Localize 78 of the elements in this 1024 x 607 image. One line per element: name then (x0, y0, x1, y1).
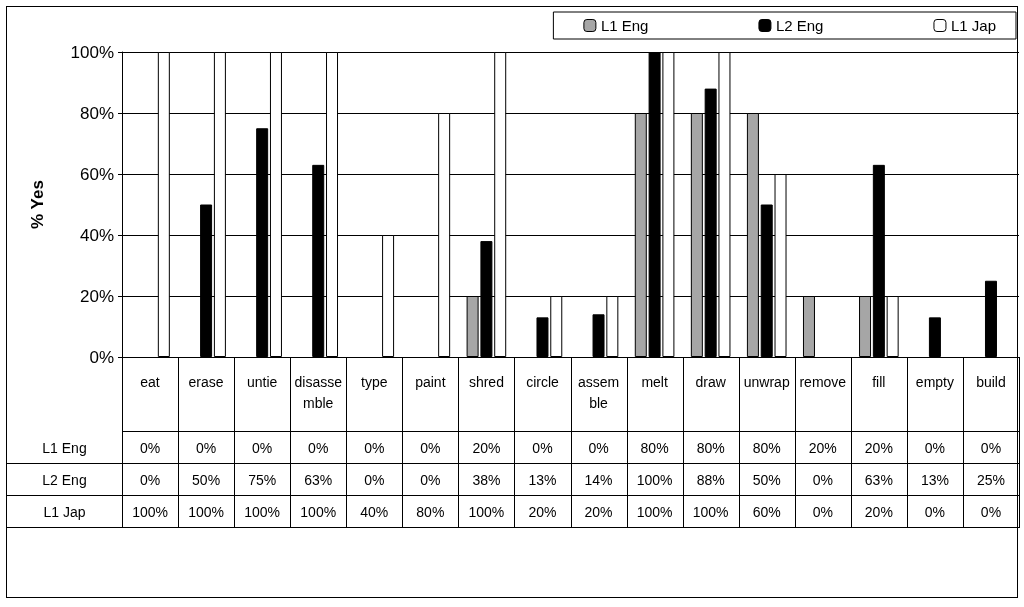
x-tick-label: fill (872, 373, 886, 390)
data-label: 0% (794, 464, 852, 496)
text: L1 Eng (42, 439, 87, 456)
y-axis-title: % Yes (28, 180, 47, 229)
data-label: 13% (514, 464, 572, 496)
x-tick-label: build (976, 373, 1006, 390)
data-label: 60% (738, 496, 796, 528)
data-label: 0% (906, 432, 964, 464)
data-label: 40% (346, 496, 404, 528)
y-tick-label: 0% (89, 347, 114, 367)
x-tick-label: erase (188, 373, 224, 390)
data-label: 100% (626, 464, 684, 496)
legend-label: L1 Eng (600, 17, 649, 34)
x-tick-label: empty (915, 373, 954, 390)
data-label: 0% (346, 464, 404, 496)
bar (928, 317, 941, 357)
data-label: 0% (962, 496, 1020, 528)
x-tick-label: draw (695, 373, 727, 390)
y-tick-label: 80% (79, 103, 114, 123)
data-label: 0% (794, 496, 852, 528)
y-tick-label: 40% (79, 225, 114, 245)
data-label: 100% (122, 496, 180, 528)
data-label: 0% (122, 432, 180, 464)
data-label: 50% (738, 464, 796, 496)
x-tick-label: disassemble (294, 373, 343, 411)
data-label: 20% (458, 432, 516, 464)
data-label: 0% (962, 432, 1020, 464)
data-label: 0% (402, 432, 460, 464)
x-tick-label: circle (526, 373, 560, 390)
data-label: 88% (682, 464, 740, 496)
x-tick-label: type (361, 373, 388, 390)
data-label: 14% (570, 464, 628, 496)
y-tick-label: 100% (70, 42, 114, 62)
x-tick-label: untie (246, 373, 278, 390)
data-label: 0% (346, 432, 404, 464)
data-label: 20% (570, 496, 628, 528)
y-tick-label: 20% (79, 286, 114, 306)
data-label: 0% (514, 432, 572, 464)
data-label: 0% (178, 432, 236, 464)
data-label: 75% (234, 464, 292, 496)
x-tick-label: assemble (577, 373, 620, 411)
data-label: 0% (122, 464, 180, 496)
data-label: 0% (290, 432, 348, 464)
data-label: 80% (738, 432, 796, 464)
data-label: 80% (402, 496, 460, 528)
x-tick-label: shred (468, 373, 504, 390)
data-label: 63% (290, 464, 348, 496)
data-label: 100% (178, 496, 236, 528)
text: L1 Jap (43, 503, 86, 520)
data-label: 0% (906, 496, 964, 528)
data-label: 100% (626, 496, 684, 528)
data-label: 100% (458, 496, 516, 528)
data-label: 80% (626, 432, 684, 464)
data-label: 0% (402, 464, 460, 496)
legend-label: L1 Jap (950, 17, 997, 34)
data-label: 100% (290, 496, 348, 528)
data-label: 20% (850, 496, 908, 528)
data-label: 80% (682, 432, 740, 464)
x-tick-label: remove (799, 373, 847, 390)
data-label: 0% (234, 432, 292, 464)
x-tick-label: eat (140, 373, 160, 390)
data-label: 13% (906, 464, 964, 496)
data-label: 38% (458, 464, 516, 496)
data-label: 20% (850, 432, 908, 464)
text: L2 Eng (42, 471, 87, 488)
legend-label: L2 Eng (775, 17, 824, 34)
x-tick-label: paint (415, 373, 446, 390)
data-label: 100% (234, 496, 292, 528)
data-label: 100% (682, 496, 740, 528)
data-label: 20% (794, 432, 852, 464)
data-label: 20% (514, 496, 572, 528)
data-label: 50% (178, 464, 236, 496)
data-label: 25% (962, 464, 1020, 496)
data-label: 0% (570, 432, 628, 464)
y-tick-label: 60% (79, 164, 114, 184)
data-label: 63% (850, 464, 908, 496)
x-tick-label: melt (641, 373, 668, 390)
x-tick-label: unwrap (743, 373, 790, 390)
